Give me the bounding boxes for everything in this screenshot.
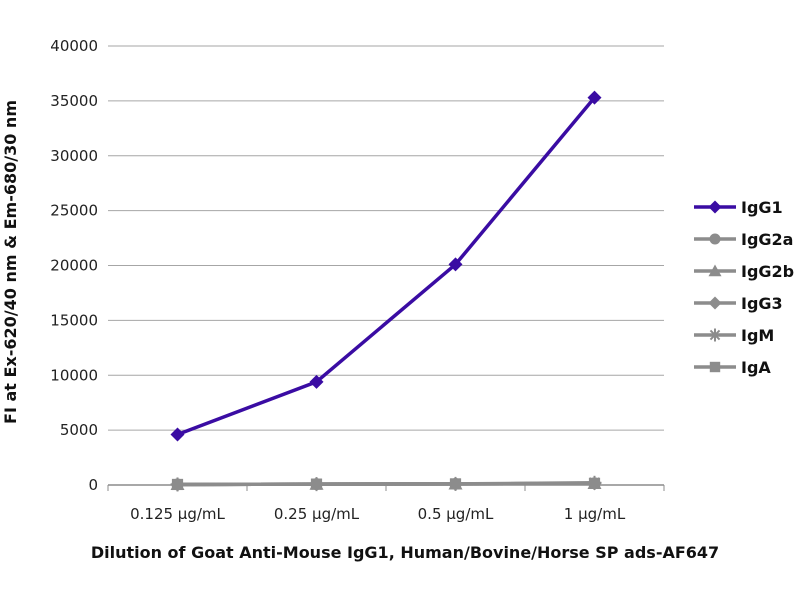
y-axis-ticks: 0 5000 10000 15000 20000 25000 30000 35000 40000 [50,37,98,494]
x-tick-label: 1 µg/mL [564,505,626,523]
y-tick-label: 0 [88,476,98,494]
y-tick-label: 5000 [60,421,98,439]
data-point [588,477,601,490]
legend-marker [709,361,721,373]
legend-label: IgA [741,358,771,377]
legend-label: IgG3 [741,294,783,313]
legend-item-igg2a: IgG2a [694,230,793,249]
legend: IgG1 IgG2a IgG2b IgG3 IgM IgA [694,198,794,377]
x-tick-label: 0.125 µg/mL [130,505,225,523]
series-line [177,481,595,487]
series-line [176,96,596,437]
y-tick-label: 35000 [50,92,98,110]
data-point [449,477,462,490]
legend-item-igg3: IgG3 [694,294,783,313]
legend-marker [709,233,721,245]
series-igg1 [170,90,602,442]
legend-label: IgG1 [741,198,783,217]
legend-item-igg1: IgG1 [694,198,783,217]
data-point [587,90,602,105]
legend-label: IgG2a [741,230,793,249]
legend-marker [708,328,722,342]
data-point [448,257,463,272]
gridlines [108,45,664,431]
data-point [310,478,323,491]
x-axis-title: Dilution of Goat Anti-Mouse IgG1, Human/… [91,543,719,562]
legend-marker [708,264,722,277]
series-group [170,90,602,492]
legend-marker [708,200,722,214]
x-tick-label: 0.5 µg/mL [418,505,494,523]
x-tick-label: 0.25 µg/mL [274,505,360,523]
data-point [309,374,324,389]
legend-item-igm: IgM [694,326,774,345]
y-tick-label: 40000 [50,37,98,55]
legend-label: IgG2b [741,262,794,281]
y-axis-title: FI at Ex-620/40 nm & Em-680/30 nm [1,100,20,424]
legend-item-igg2b: IgG2b [694,262,794,281]
y-tick-label: 30000 [50,147,98,165]
legend-marker-stroke [709,329,721,341]
data-point [170,427,185,442]
y-tick-label: 15000 [50,311,98,329]
legend-marker [708,296,722,310]
y-tick-label: 25000 [50,202,98,220]
data-point [171,478,184,491]
x-axis-ticks: 0.125 µg/mL 0.25 µg/mL 0.5 µg/mL 1 µg/mL [107,485,665,523]
y-tick-label: 20000 [50,257,98,275]
y-tick-label: 10000 [50,366,98,384]
legend-item-iga: IgA [694,358,771,377]
legend-label: IgM [741,326,774,345]
series-igg2a [171,477,601,491]
